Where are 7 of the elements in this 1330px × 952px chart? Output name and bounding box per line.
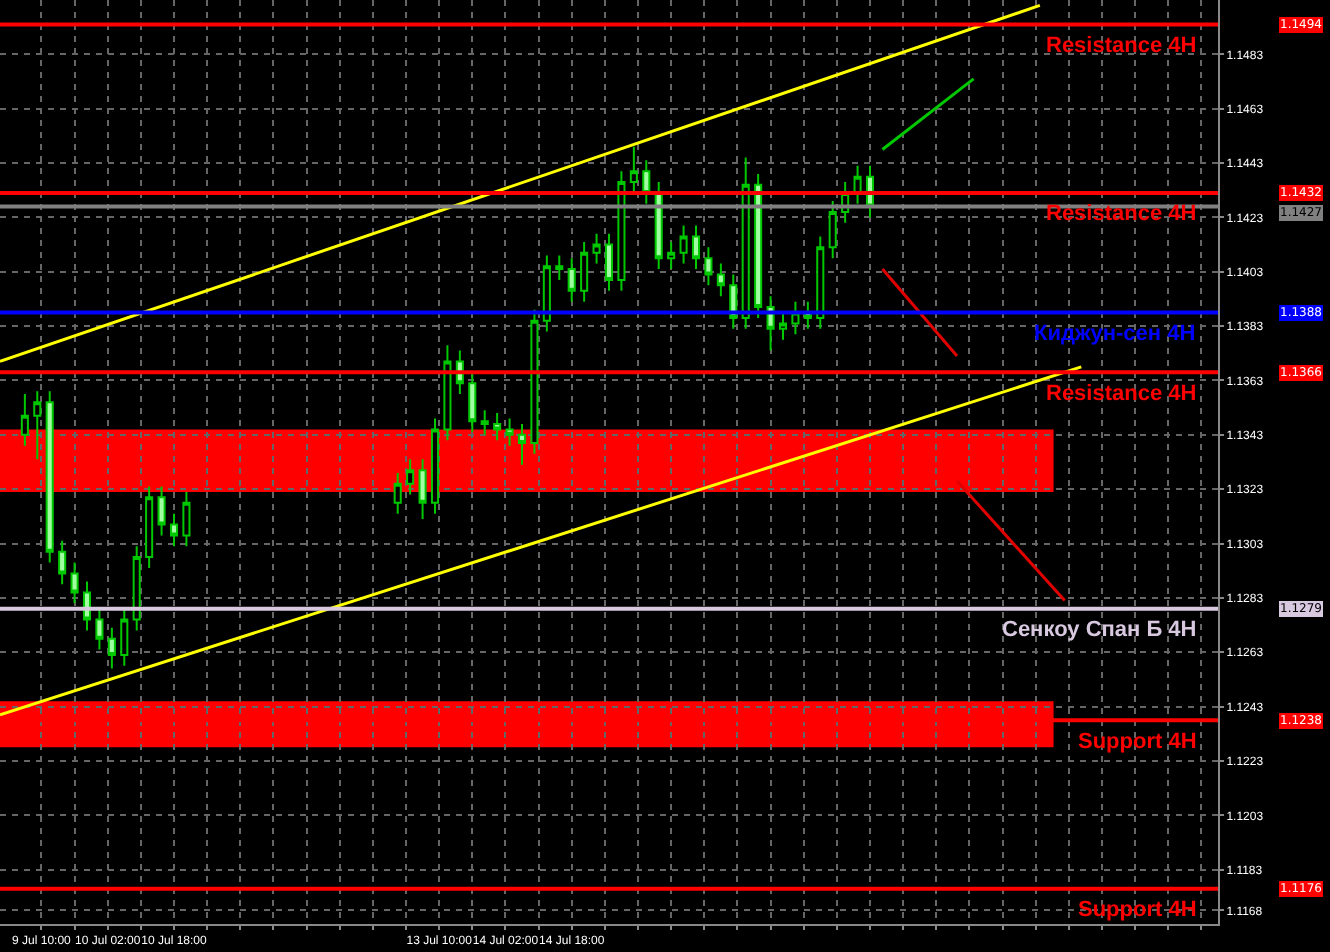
ref-line-label: Resistance 4H bbox=[1046, 382, 1197, 406]
ref-line-label: Support 4H bbox=[1078, 730, 1197, 754]
ref-line-label: Сенкоу Спан Б 4H bbox=[1002, 618, 1197, 642]
ref-line-label: Support 4H bbox=[1078, 898, 1197, 922]
ref-line-label: Киджун-сен 4H bbox=[1034, 322, 1196, 346]
ref-line-label: Resistance 4H bbox=[1046, 202, 1197, 226]
ref-line-label: Resistance 4H bbox=[1046, 34, 1197, 58]
